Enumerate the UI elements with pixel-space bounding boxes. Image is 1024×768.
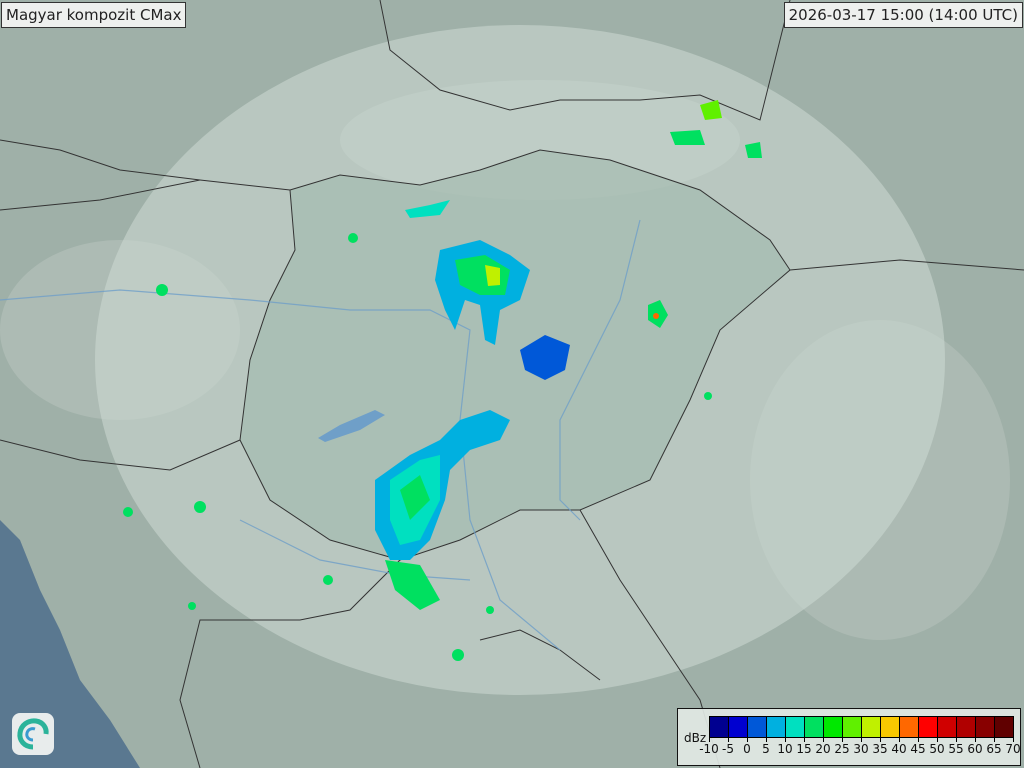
echo-cell — [385, 560, 440, 610]
legend-tick — [975, 737, 976, 742]
legend-label: 15 — [796, 742, 812, 756]
legend-tick — [918, 737, 919, 742]
legend-label: 20 — [815, 742, 831, 756]
timestamp-label: 2026-03-17 15:00 (14:00 UTC) — [783, 2, 1023, 28]
legend-label: 0 — [743, 742, 751, 756]
legend-tick — [880, 737, 881, 742]
echo-cell — [188, 602, 196, 610]
radar-echoes — [123, 100, 762, 661]
legend-label: 60 — [967, 742, 983, 756]
legend-label: 5 — [762, 742, 770, 756]
legend-swatch — [976, 717, 995, 737]
legend-swatch — [729, 717, 748, 737]
swirl-logo-icon — [12, 713, 54, 755]
legend-swatch — [995, 717, 1013, 737]
legend-tick — [899, 737, 900, 742]
legend-swatch — [767, 717, 786, 737]
legend-label: 40 — [891, 742, 907, 756]
hungary-area — [240, 150, 790, 560]
legend-tick — [956, 737, 957, 742]
adriatic-sea — [0, 520, 140, 768]
dbz-legend: dBz -10 -5 0 5 10 15 20 25 30 35 40 45 50 55 60 65 70 — [677, 708, 1021, 766]
echo-cell — [520, 335, 570, 380]
legend-tick — [728, 737, 729, 742]
legend-label: -5 — [722, 742, 734, 756]
legend-label: 35 — [872, 742, 888, 756]
legend-swatch — [881, 717, 900, 737]
legend-label: 10 — [777, 742, 793, 756]
legend-tick — [709, 737, 710, 742]
legend-swatch — [710, 717, 729, 737]
echo-cell — [452, 649, 464, 661]
legend-swatch — [805, 717, 824, 737]
echo-cell — [486, 606, 494, 614]
echo-cell — [400, 475, 430, 520]
echo-cell — [194, 501, 206, 513]
legend-label: 30 — [853, 742, 869, 756]
legend-swatch — [957, 717, 976, 737]
legend-label: 25 — [834, 742, 850, 756]
legend-tick — [861, 737, 862, 742]
legend-tick — [937, 737, 938, 742]
echo-cell — [123, 507, 133, 517]
echo-cell — [348, 233, 358, 243]
legend-swatch — [938, 717, 957, 737]
legend-label: -10 — [699, 742, 719, 756]
legend-swatch — [748, 717, 767, 737]
legend-swatch — [862, 717, 881, 737]
product-title: Magyar kompozit CMax — [1, 2, 187, 28]
legend-swatch — [824, 717, 843, 737]
legend-swatch — [786, 717, 805, 737]
echo-cell — [700, 100, 722, 120]
legend-label: 70 — [1005, 742, 1021, 756]
legend-swatch — [919, 717, 938, 737]
legend-unit: dBz — [684, 731, 707, 745]
legend-label: 65 — [986, 742, 1002, 756]
legend-tick — [842, 737, 843, 742]
legend-label: 55 — [948, 742, 964, 756]
legend-color-bar — [709, 716, 1014, 738]
lake-balaton — [318, 410, 385, 442]
legend-tick — [1013, 737, 1014, 742]
legend-tick — [994, 737, 995, 742]
echo-cell — [670, 130, 705, 145]
legend-tick — [804, 737, 805, 742]
legend-tick — [747, 737, 748, 742]
echo-cell — [156, 284, 168, 296]
echo-cell — [485, 265, 500, 286]
legend-label: 45 — [910, 742, 926, 756]
echo-cell — [704, 392, 712, 400]
legend-swatch — [843, 717, 862, 737]
echo-cell — [745, 142, 762, 158]
echo-cell — [405, 200, 450, 218]
echo-cell — [323, 575, 333, 585]
legend-label: 50 — [929, 742, 945, 756]
legend-tick — [766, 737, 767, 742]
legend-swatch — [900, 717, 919, 737]
legend-tick — [785, 737, 786, 742]
legend-tick — [823, 737, 824, 742]
echo-cell — [653, 313, 659, 319]
